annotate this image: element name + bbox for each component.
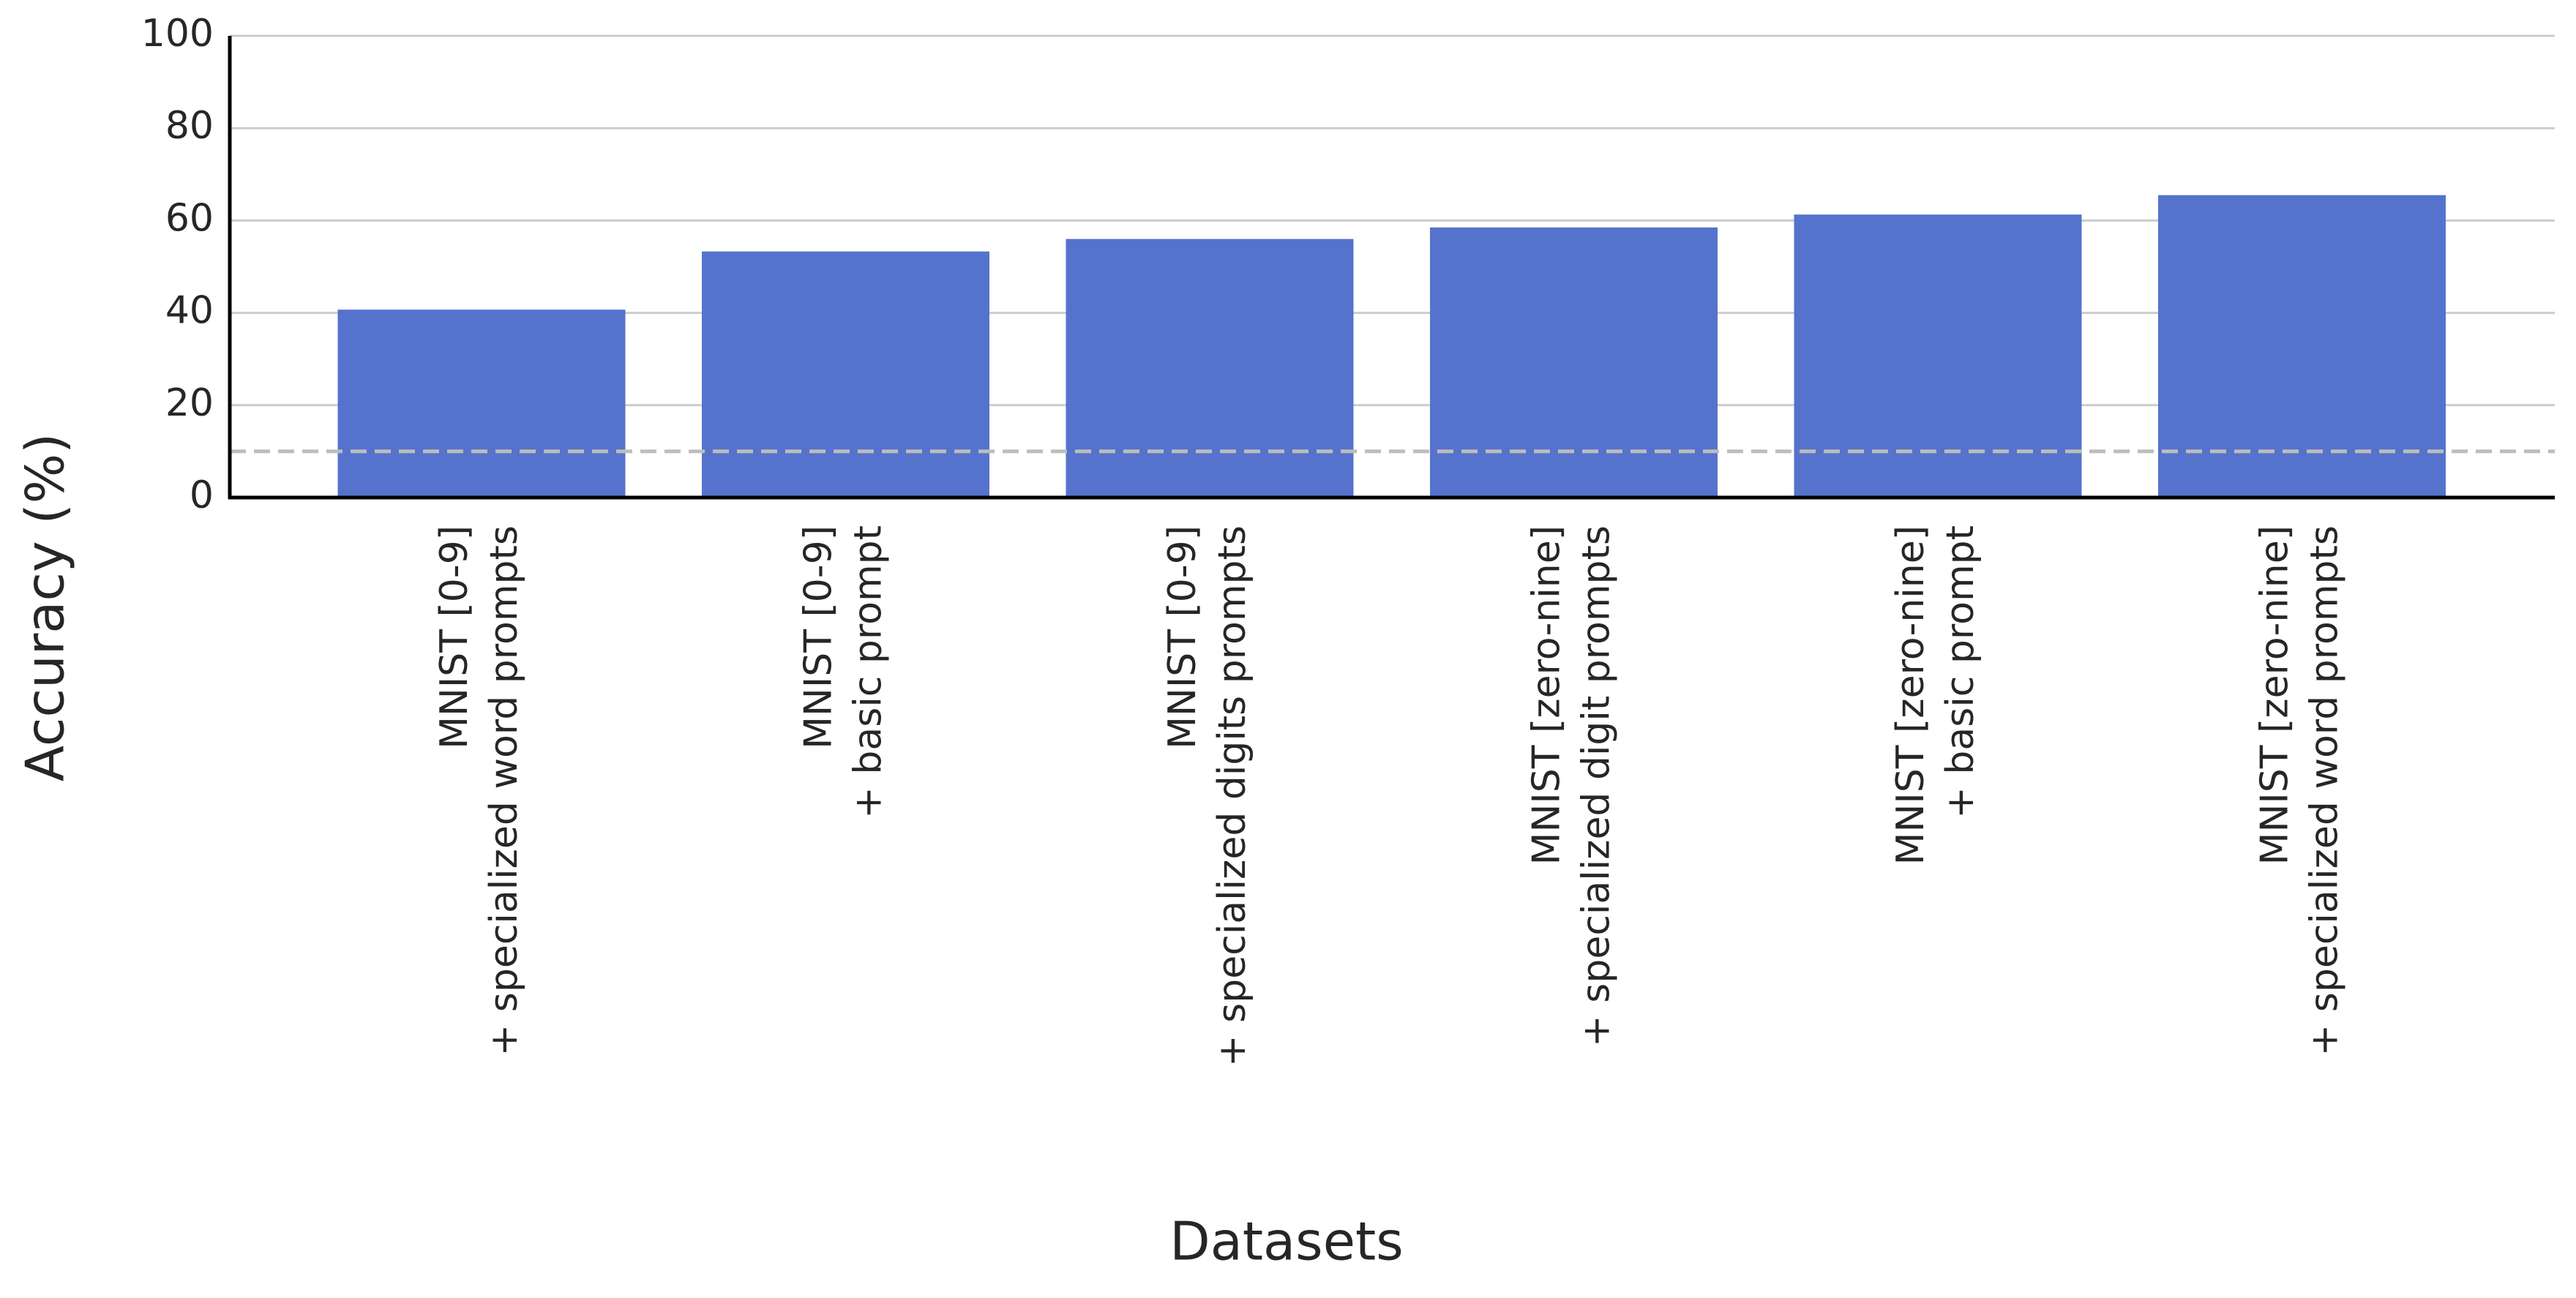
x-axis-label: Datasets	[1169, 1211, 1403, 1272]
bar	[1066, 239, 1354, 498]
y-tick-label: 20	[165, 381, 214, 425]
x-tick-label: MNIST [zero-nine]	[1889, 525, 1933, 865]
bar	[1430, 227, 1718, 498]
x-tick-label: MNIST [zero-nine]	[2253, 525, 2297, 865]
x-tick-label: MNIST [zero-nine]	[1525, 525, 1569, 865]
bar	[702, 251, 989, 498]
y-tick-label: 60	[165, 196, 214, 240]
x-tick-label: + basic prompt	[847, 525, 891, 819]
y-tick-label: 0	[190, 473, 214, 517]
x-tick-label: + specialized word prompts	[482, 525, 526, 1056]
x-tick-label: + specialized digits prompts	[1210, 525, 1254, 1067]
x-tick-label: + specialized word prompts	[2303, 525, 2347, 1056]
y-tick-label: 80	[165, 104, 214, 148]
x-tick-label: + basic prompt	[1939, 525, 1982, 819]
bar	[1794, 214, 2082, 498]
y-tick-label: 100	[141, 12, 214, 56]
y-tick-label: 40	[165, 289, 214, 333]
bar	[2158, 195, 2446, 498]
x-tick-label: + specialized digit prompts	[1575, 525, 1619, 1047]
x-tick-label: MNIST [0-9]	[433, 525, 476, 749]
x-tick-label: MNIST [0-9]	[1161, 525, 1205, 749]
y-axis-label: Accuracy (%)	[15, 433, 76, 781]
bar	[337, 310, 626, 498]
x-tick-label: MNIST [0-9]	[797, 525, 841, 749]
